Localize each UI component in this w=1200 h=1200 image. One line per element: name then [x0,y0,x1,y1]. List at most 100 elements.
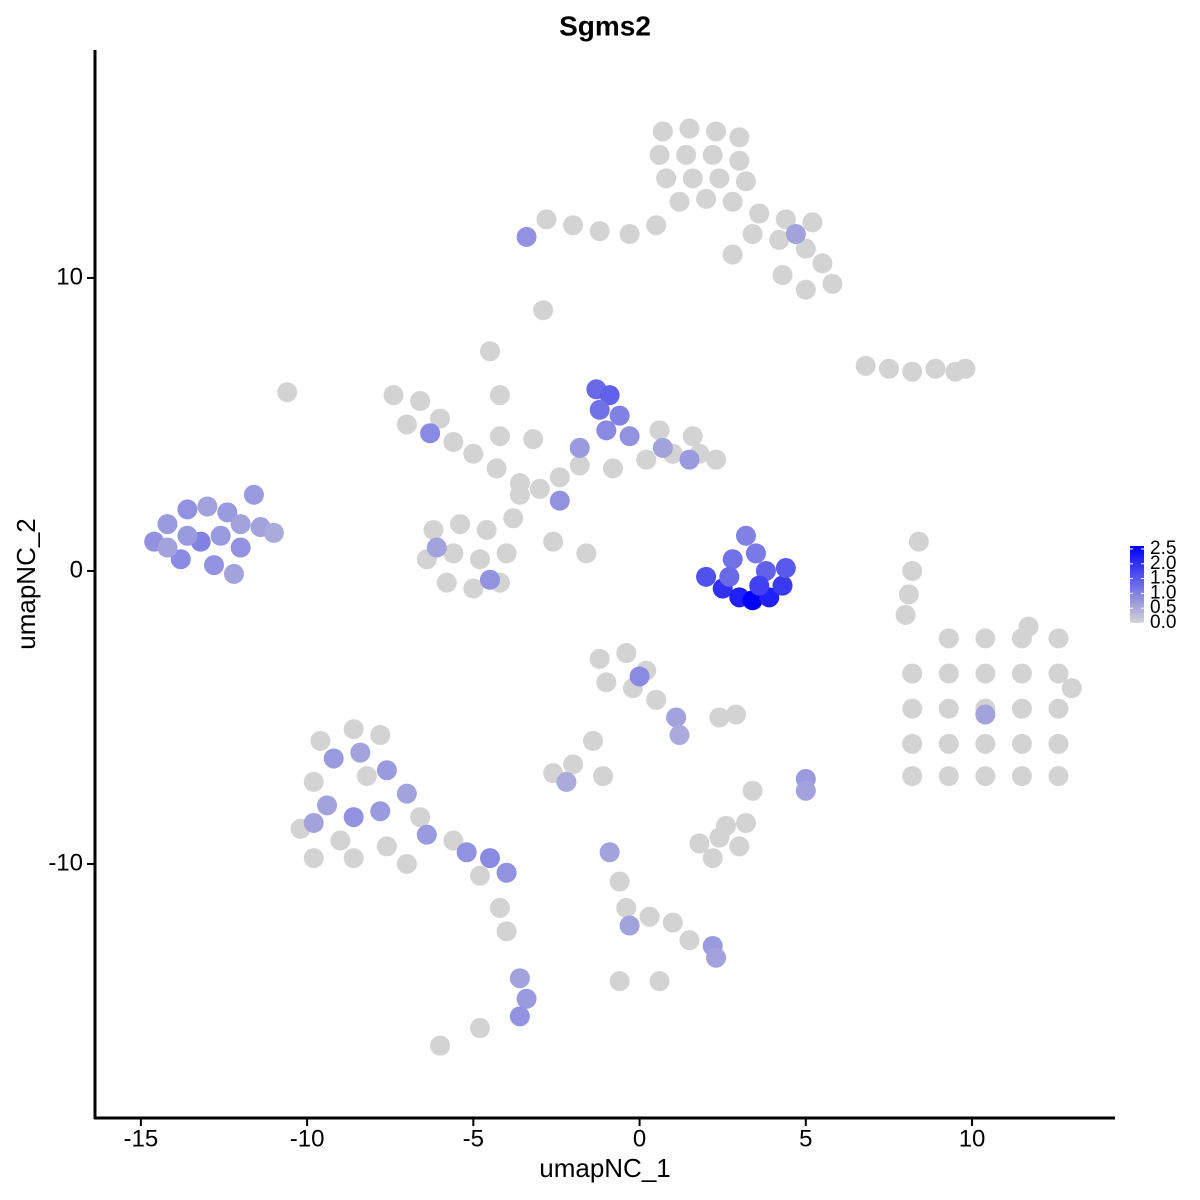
point [975,628,996,649]
point [925,358,946,379]
point [410,391,431,412]
point [343,807,364,828]
point [197,496,218,517]
point [646,215,667,236]
point [529,478,550,499]
point [679,449,700,470]
point [396,853,417,874]
point [396,414,417,435]
point [479,848,500,869]
point [652,437,673,458]
point [775,209,796,230]
point [1011,733,1032,754]
point [729,127,750,148]
point [486,458,507,479]
point [356,766,377,787]
point [902,766,923,787]
point [769,229,790,250]
point [938,628,959,649]
point [277,382,298,403]
point [536,209,557,230]
point [898,584,919,605]
point [243,484,264,505]
point [878,358,899,379]
point [802,212,823,233]
point [370,725,391,746]
point [795,780,816,801]
x-tick-label: -10 [290,1125,325,1152]
point [908,531,929,552]
point [303,771,324,792]
point [749,575,770,596]
point [662,912,683,933]
x-tick-label: -5 [463,1125,484,1152]
point [775,558,796,579]
point [516,988,537,1009]
point [975,663,996,684]
point [709,168,730,189]
point [646,689,667,710]
point [696,566,717,587]
point [689,833,710,854]
point [602,458,623,479]
point [589,648,610,669]
point [975,766,996,787]
point [656,168,677,189]
point [742,224,763,245]
point [170,549,191,570]
point [1011,663,1032,684]
point [543,531,564,552]
point [619,426,640,447]
point [509,1006,530,1027]
point [350,742,371,763]
point [749,203,770,224]
point [619,915,640,936]
point [330,830,351,851]
point [902,663,923,684]
x-axis-title: umapNC_1 [539,1153,671,1183]
point [696,188,717,209]
point [679,118,700,139]
point [669,725,690,746]
point [855,355,876,376]
point [719,566,740,587]
point [563,754,584,775]
point [443,432,464,453]
point [489,385,510,406]
point [722,244,743,265]
point [706,449,727,470]
point [895,604,916,625]
point [503,508,524,529]
point [902,560,923,581]
point [479,569,500,590]
point [629,666,650,687]
x-tick-label: 0 [633,1125,646,1152]
point [676,144,697,165]
point [649,144,670,165]
point [619,224,640,245]
point [496,862,517,883]
point [343,719,364,740]
point [533,300,554,321]
point [204,555,225,576]
point [343,848,364,869]
point [456,842,477,863]
point [396,783,417,804]
point [416,824,437,845]
point [210,525,231,546]
point [822,273,843,294]
point [423,519,444,540]
point [310,730,331,751]
point [177,499,198,520]
point [589,221,610,242]
point [489,426,510,447]
point [383,385,404,406]
point [652,121,673,142]
point [1048,698,1069,719]
point [230,537,251,558]
point [729,836,750,857]
point [556,771,577,792]
point [609,971,630,992]
point [516,226,537,247]
